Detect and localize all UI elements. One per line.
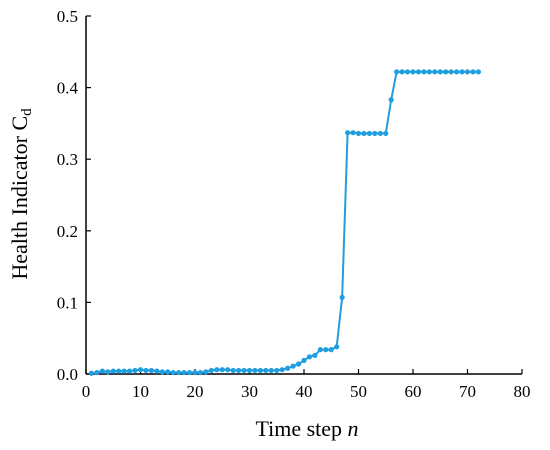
x-tick-label: 70 [459,382,476,401]
data-point [290,363,296,369]
data-point [317,347,323,353]
data-point [388,97,394,103]
x-tick-label: 0 [82,382,91,401]
data-point [350,130,356,136]
data-point [372,130,378,137]
series-line [91,70,479,375]
data-point [241,367,247,374]
y-tick-label: 0.2 [57,222,78,241]
data-point [475,69,481,75]
x-tick-label: 30 [241,382,258,401]
data-point [121,368,127,374]
data-point [181,369,187,376]
x-axis-title: Time step n [255,416,358,441]
data-point [274,367,280,374]
data-point [214,367,220,373]
data-point [361,130,367,137]
x-tick-label: 60 [405,382,422,401]
x-tick-label: 10 [132,382,149,401]
data-point [328,347,334,353]
data-point [459,69,465,75]
data-point [203,369,209,375]
y-tick-label: 0.3 [57,150,78,169]
data-point [252,367,258,374]
data-point [159,369,165,375]
data-point [236,367,242,374]
data-point [186,369,193,376]
chart-ticks: 0 10 20 30 40 50 60 70 80 0.0 0.1 0.2 0.3 0.4 0.5 [57,7,531,401]
x-tick-label: 50 [350,382,367,401]
data-point [377,130,383,137]
data-point [170,369,176,376]
y-axis-title: Health Indicator Cd [7,108,35,280]
data-point [366,130,372,137]
data-point [415,69,422,75]
data-point [99,368,105,374]
data-point [230,367,236,374]
data-point [132,367,138,374]
data-point [323,347,329,353]
data-point [399,69,405,75]
data-point [421,69,427,75]
data-point [165,369,171,375]
data-point [154,368,160,374]
data-point [105,369,111,375]
y-tick-label: 0.0 [57,365,78,384]
data-point [306,354,313,360]
data-point [285,365,291,371]
data-point [432,69,438,75]
data-point [208,367,214,374]
data-point [312,352,318,358]
data-point [470,69,476,75]
data-point [334,344,340,350]
y-tick-label: 0.4 [57,79,79,98]
data-point [404,69,411,75]
data-point [88,370,95,376]
data-point [443,69,449,75]
data-point [246,367,253,374]
data-point [437,69,443,75]
data-point [339,294,345,300]
data-point [448,69,454,75]
x-tick-label: 20 [187,382,204,401]
data-point [143,367,149,374]
data-point [464,69,471,75]
data-point [148,367,154,374]
data-point [192,369,198,376]
data-point [176,369,182,376]
x-tick-label: 80 [514,382,531,401]
data-point [410,69,416,75]
x-tick-label: 40 [296,382,313,401]
data-point [268,367,274,374]
data-point [257,367,263,374]
data-point [454,69,460,75]
data-point [295,361,302,367]
data-point [137,367,144,373]
data-point [127,368,133,374]
data-point [394,69,400,75]
data-point [116,368,122,374]
chart-series [88,69,481,376]
data-point [263,367,269,374]
data-point [383,130,389,137]
data-point [219,367,225,373]
data-point [110,368,116,374]
data-point [355,130,362,137]
data-point [345,130,351,136]
data-point [94,369,100,376]
data-point [197,369,204,376]
data-point [279,367,285,373]
data-point [225,367,231,373]
data-point [426,69,432,75]
y-tick-label: 0.5 [57,7,78,26]
y-tick-label: 0.1 [57,293,78,312]
data-point [301,357,307,363]
